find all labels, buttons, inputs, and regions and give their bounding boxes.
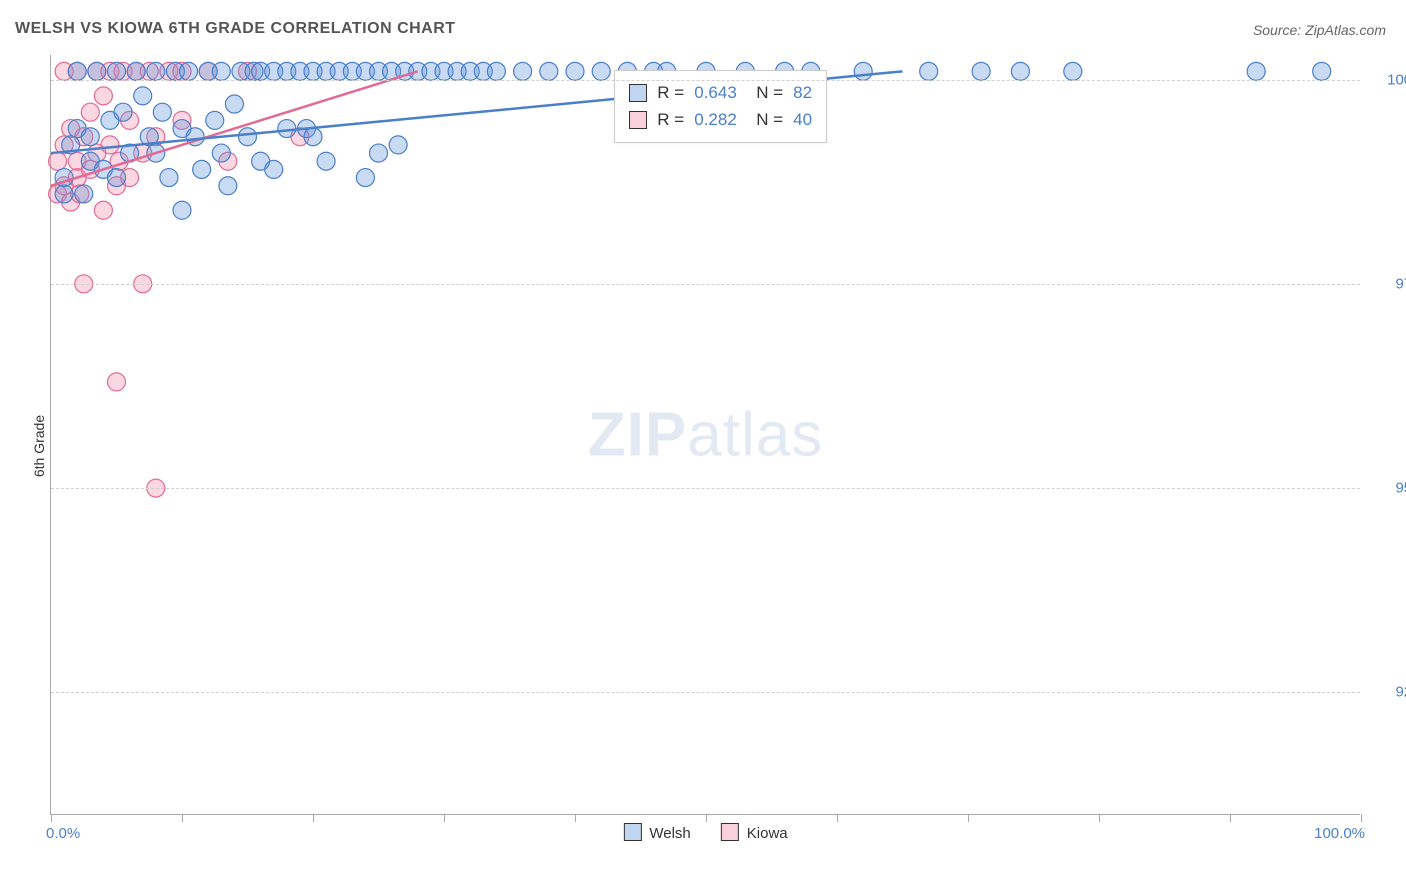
stats-row: R = 0.643 N = 82: [629, 79, 812, 106]
data-point: [265, 160, 283, 178]
data-point: [225, 95, 243, 113]
x-tick: [837, 814, 838, 822]
y-axis-label: 6th Grade: [31, 415, 47, 477]
data-point: [147, 62, 165, 80]
x-tick: [1230, 814, 1231, 822]
gridline: [51, 692, 1360, 693]
legend-swatch: [623, 823, 641, 841]
data-point: [160, 169, 178, 187]
y-tick-label: 97.5%: [1368, 275, 1406, 292]
x-axis-end-label: 100.0%: [1314, 825, 1365, 842]
x-tick: [1361, 814, 1362, 822]
y-tick-label: 95.0%: [1368, 480, 1406, 497]
legend-item: Kiowa: [721, 823, 788, 842]
data-point: [180, 62, 198, 80]
x-tick: [313, 814, 314, 822]
legend-swatch: [721, 823, 739, 841]
stats-box: R = 0.643 N = 82 R = 0.282 N = 40: [614, 70, 827, 142]
data-point: [101, 136, 119, 154]
data-point: [88, 62, 106, 80]
data-point: [212, 62, 230, 80]
data-point: [173, 201, 191, 219]
chart-title: WELSH VS KIOWA 6TH GRADE CORRELATION CHA…: [15, 20, 456, 38]
data-point: [854, 62, 872, 80]
data-point: [108, 169, 126, 187]
data-point: [1247, 62, 1265, 80]
scatter-layer: [51, 55, 1360, 814]
gridline: [51, 80, 1360, 81]
legend-swatch: [629, 111, 647, 129]
legend-item: Welsh: [623, 823, 690, 842]
data-point: [134, 87, 152, 105]
x-tick: [182, 814, 183, 822]
data-point: [514, 62, 532, 80]
data-point: [114, 103, 132, 121]
data-point: [68, 62, 86, 80]
x-tick: [51, 814, 52, 822]
gridline: [51, 284, 1360, 285]
data-point: [212, 144, 230, 162]
data-point: [317, 152, 335, 170]
data-point: [1064, 62, 1082, 80]
x-tick: [968, 814, 969, 822]
data-point: [566, 62, 584, 80]
data-point: [75, 185, 93, 203]
data-point: [370, 144, 388, 162]
data-point: [278, 120, 296, 138]
data-point: [55, 185, 73, 203]
data-point: [81, 128, 99, 146]
data-point: [239, 128, 257, 146]
stats-row: R = 0.282 N = 40: [629, 106, 812, 133]
data-point: [540, 62, 558, 80]
gridline: [51, 488, 1360, 489]
data-point: [356, 169, 374, 187]
x-tick: [706, 814, 707, 822]
data-point: [108, 373, 126, 391]
data-point: [94, 201, 112, 219]
data-point: [108, 62, 126, 80]
y-tick-label: 100.0%: [1368, 71, 1406, 88]
x-axis-start-label: 0.0%: [46, 825, 80, 842]
legend-swatch: [629, 84, 647, 102]
x-tick: [1099, 814, 1100, 822]
data-point: [1011, 62, 1029, 80]
data-point: [81, 103, 99, 121]
data-point: [920, 62, 938, 80]
x-tick: [575, 814, 576, 822]
data-point: [153, 103, 171, 121]
data-point: [219, 177, 237, 195]
data-point: [304, 128, 322, 146]
data-point: [389, 136, 407, 154]
data-point: [206, 111, 224, 129]
data-point: [127, 62, 145, 80]
source-credit: Source: ZipAtlas.com: [1253, 22, 1386, 38]
y-tick-label: 92.5%: [1368, 684, 1406, 701]
data-point: [487, 62, 505, 80]
x-tick: [444, 814, 445, 822]
data-point: [94, 87, 112, 105]
data-point: [193, 160, 211, 178]
data-point: [972, 62, 990, 80]
data-point: [1313, 62, 1331, 80]
data-point: [49, 152, 67, 170]
data-point: [592, 62, 610, 80]
bottom-legend: Welsh Kiowa: [623, 823, 787, 842]
plot-area: ZIPatlas R = 0.643 N = 82 R = 0.282 N = …: [50, 55, 1360, 815]
